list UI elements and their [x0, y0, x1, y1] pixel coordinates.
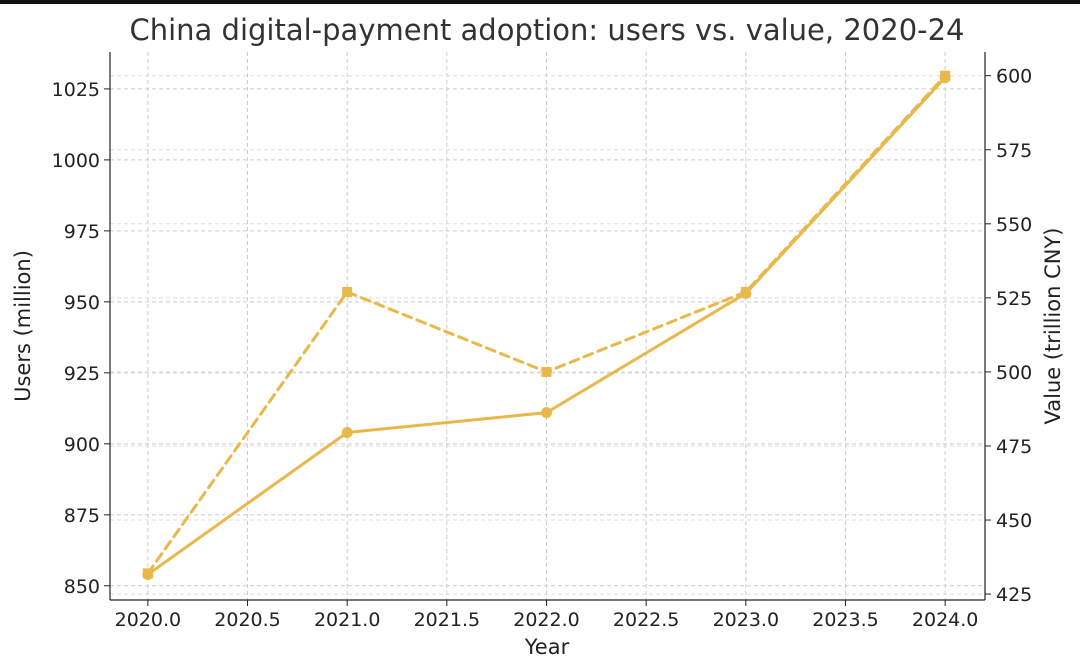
x-tick-label: 2022.0 — [513, 609, 579, 631]
y-left-tick-label: 875 — [64, 505, 100, 527]
x-tick-label: 2021.5 — [414, 609, 480, 631]
y-left-tick-label: 925 — [64, 363, 100, 385]
series-1-point — [541, 407, 553, 419]
y-right-tick-label: 525 — [996, 288, 1032, 310]
series-2-point — [142, 568, 153, 579]
series-2-point — [940, 70, 951, 81]
x-tick-label: 2020.0 — [115, 609, 181, 631]
series-2-point — [342, 286, 353, 297]
series-2-point — [541, 366, 552, 377]
y-left-axis-title: Users (million) — [11, 250, 35, 402]
top-border — [0, 0, 1080, 4]
x-tick-label: 2020.5 — [214, 609, 280, 631]
x-tick-label: 2023.0 — [713, 609, 779, 631]
tick-labels: 2020.0 2020.5 2021.0 2021.5 2022.0 2022.5 2023… — [52, 66, 1033, 631]
y-right-tick-label: 575 — [996, 140, 1032, 162]
y-right-tick-label: 475 — [996, 436, 1032, 458]
y-left-tick-label: 975 — [64, 221, 100, 243]
x-tick-label: 2024.0 — [912, 609, 978, 631]
chart-title: China digital-payment adoption: users vs… — [129, 13, 964, 47]
axes — [104, 52, 991, 606]
y-left-tick-label: 1000 — [52, 150, 100, 172]
y-right-tick-label: 450 — [996, 510, 1032, 532]
y-left-tick-label: 850 — [64, 576, 100, 598]
x-tick-label: 2023.5 — [812, 609, 878, 631]
series-1-point — [341, 426, 353, 438]
x-tick-label: 2021.0 — [314, 609, 380, 631]
grid — [110, 52, 985, 600]
y-right-tick-label: 425 — [996, 584, 1032, 606]
y-right-tick-label: 600 — [996, 66, 1032, 88]
series — [142, 70, 951, 580]
y-right-tick-label: 500 — [996, 362, 1032, 384]
y-right-axis-title: Value (trillion CNY) — [1041, 228, 1065, 425]
y-left-tick-label: 1025 — [52, 79, 100, 101]
y-left-tick-label: 950 — [64, 292, 100, 314]
y-right-tick-label: 550 — [996, 214, 1032, 236]
x-axis-title: Year — [524, 635, 570, 659]
y-left-tick-label: 900 — [64, 434, 100, 456]
x-tick-label: 2022.5 — [613, 609, 679, 631]
series-2-point — [740, 286, 751, 297]
